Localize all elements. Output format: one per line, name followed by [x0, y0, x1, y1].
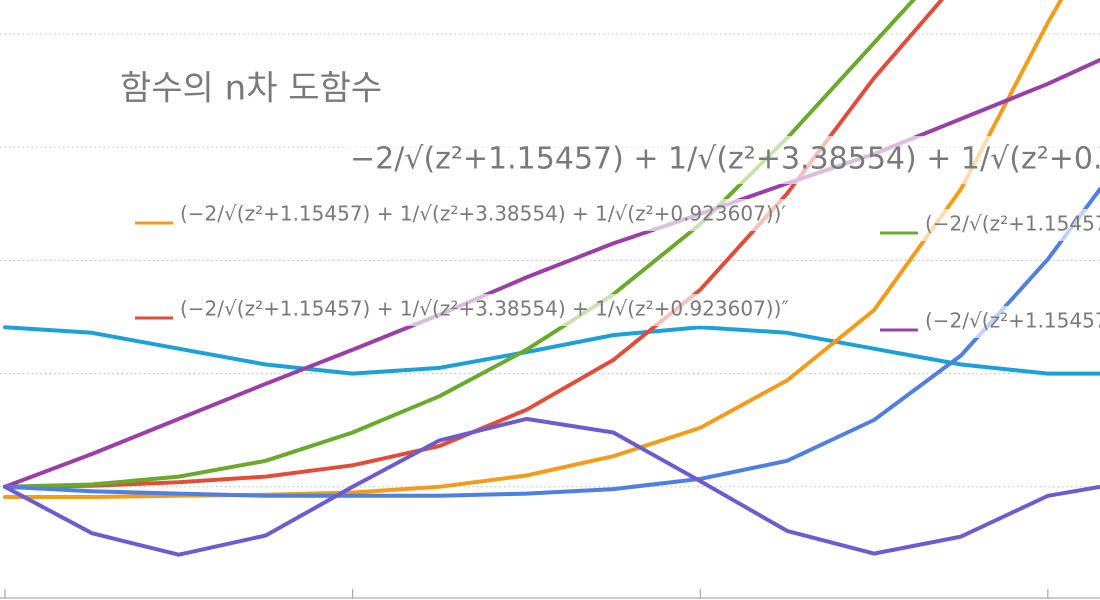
legend-background — [346, 136, 1096, 184]
chart-title: 함수의 n차 도함수 — [120, 69, 382, 109]
series-line — [3, 416, 1100, 557]
series-line — [3, 187, 1100, 498]
legend-label: (−2/√(z²+1.15457) + 1/√(z²+3.38554) + 1/… — [925, 212, 1100, 236]
legend-label: (−2/√(z²+1.15457) + 1/√(z²+3.38554) + 1/… — [180, 202, 786, 226]
legend-label: (−2/√(z²+1.15457) + 1/√(z²+3.38554) + 1/… — [180, 297, 789, 321]
series-line — [3, 0, 945, 489]
legend-background — [176, 199, 790, 231]
series-line — [3, 325, 1100, 376]
legend: −2/√(z²+1.15457) + 1/√(z²+3.38554) + 1/√… — [135, 136, 1100, 338]
legend-background — [176, 294, 793, 326]
legend-label: −2/√(z²+1.15457) + 1/√(z²+3.38554) + 1/√… — [350, 142, 1100, 177]
legend-background — [921, 306, 1096, 338]
series-line — [3, 58, 1100, 489]
legend-label: (−2/√(z²+1.15457) + 1/√(z²+3.38554) + 1/… — [925, 309, 1100, 333]
legend-background — [921, 209, 1096, 241]
